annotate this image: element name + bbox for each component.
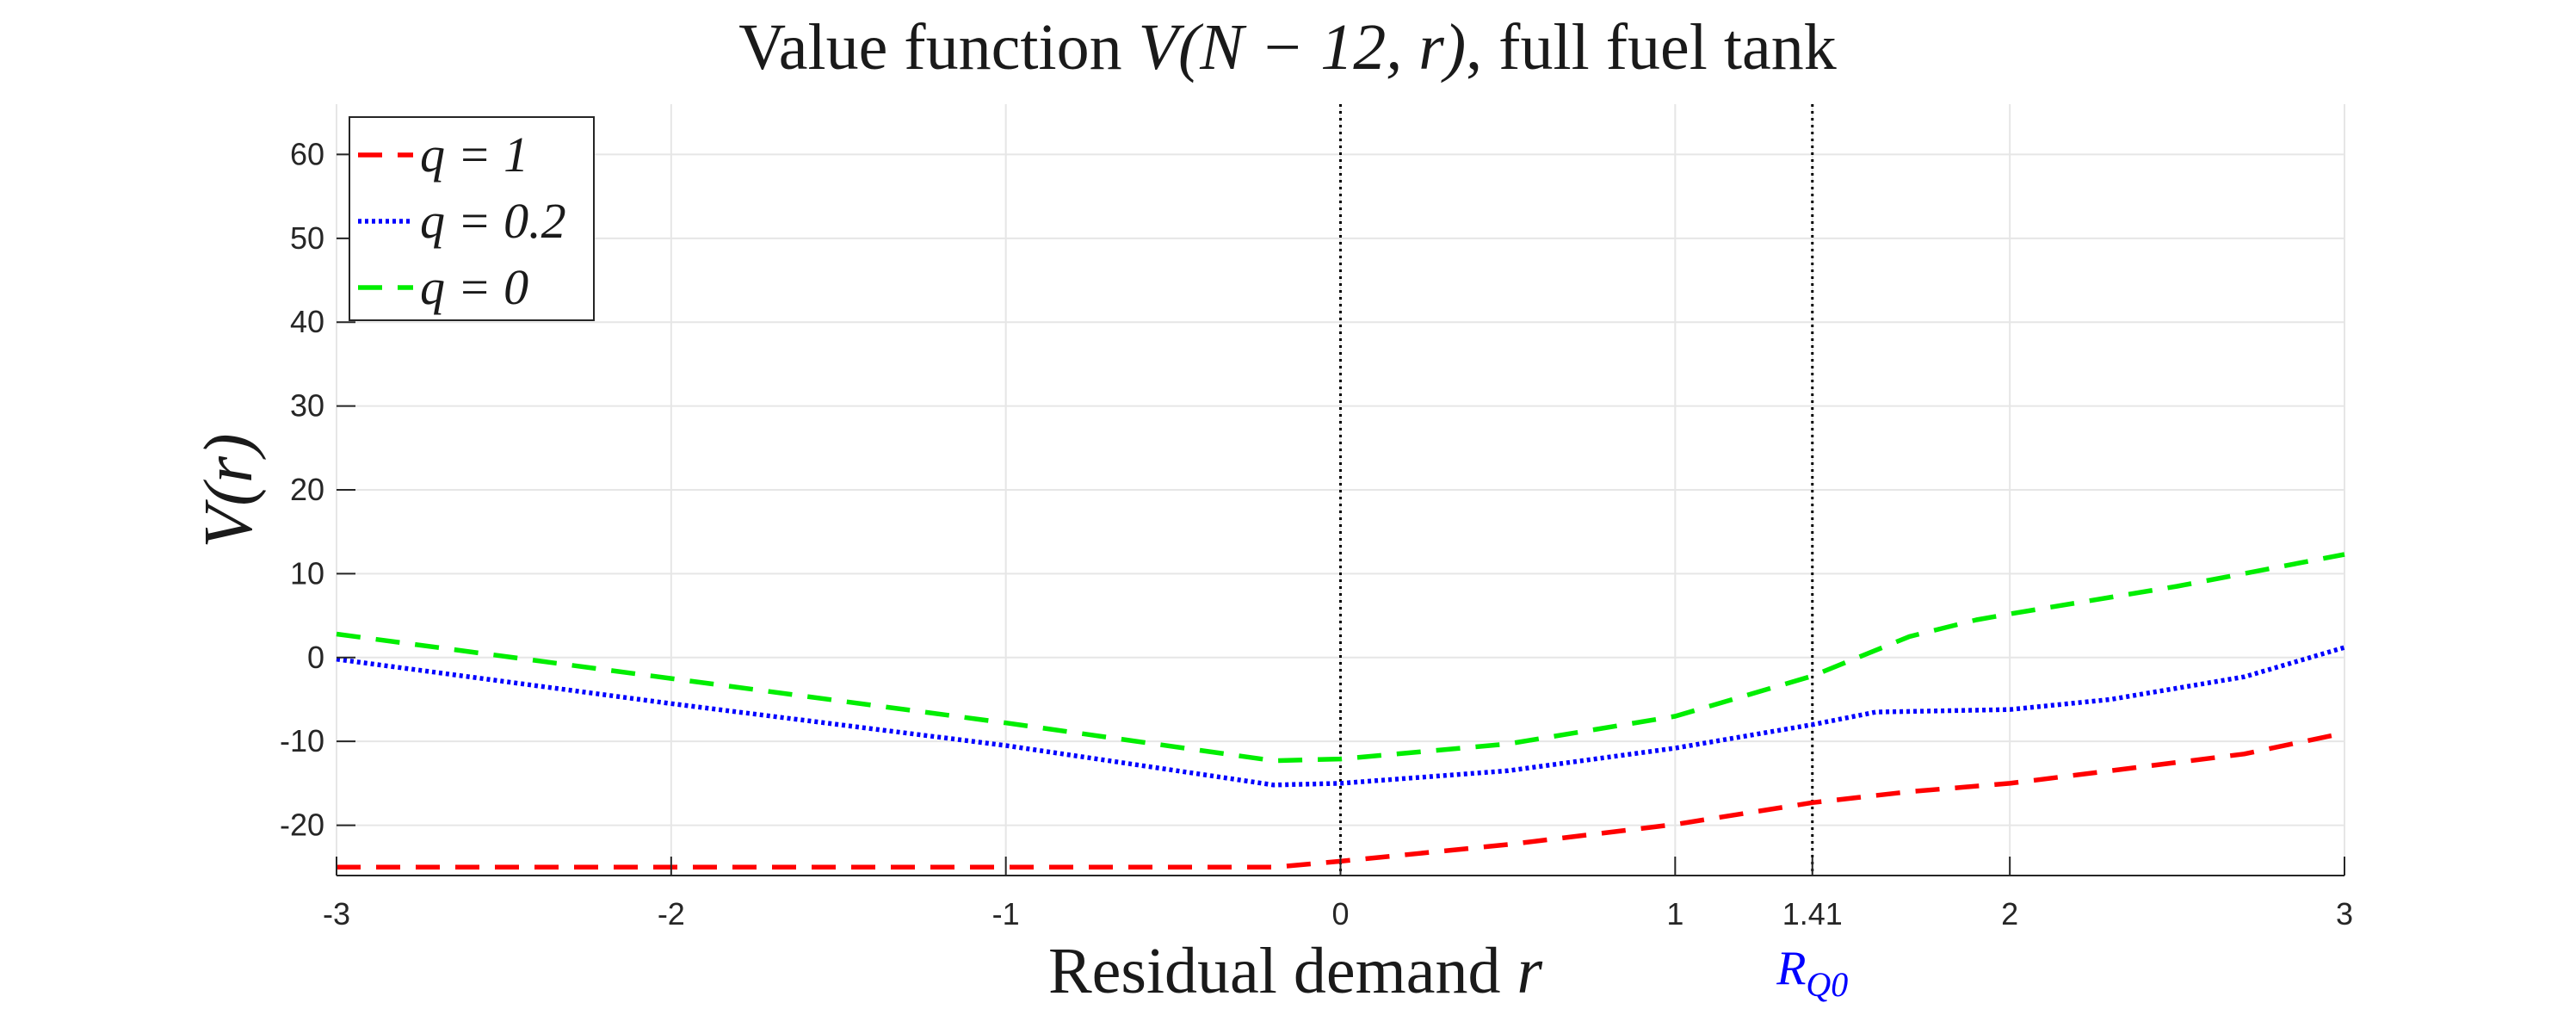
y-tick-labels: -20 -10 0 10 20 30 40 50 60	[280, 136, 324, 842]
y-tick-label: -20	[280, 808, 324, 843]
y-tick-label: 50	[290, 220, 324, 256]
y-tick-label: 30	[290, 388, 324, 424]
x-tick-marks	[336, 857, 2345, 876]
x-axis-label-var: r	[1517, 935, 1542, 1007]
series-line-3	[336, 552, 2345, 764]
r-q0-annotation-main: R	[1776, 942, 1806, 995]
legend: q = 1 q = 0.2 q = 0	[349, 116, 595, 321]
legend-label: q = 0	[420, 259, 528, 315]
x-tick-label: -3	[323, 896, 350, 931]
x-tick-labels: -3 -2 -1 0 1 1.41 2 3	[323, 896, 2353, 931]
legend-item-3: q = 0	[358, 259, 528, 315]
y-tick-label: -10	[280, 723, 324, 758]
r-q0-annotation-subscript: Q0	[1806, 965, 1848, 1004]
x-tick-label: 1	[1666, 896, 1683, 931]
chart-title-suffix: , full fuel tank	[1466, 11, 1837, 84]
x-axis-label: Residual demand r	[1048, 935, 1543, 1007]
chart-title: Value function V(N − 12, r), full fuel t…	[738, 11, 1836, 84]
series-layer	[336, 552, 2345, 870]
legend-label: q = 1	[420, 127, 528, 183]
y-axis-label: V(r)	[191, 433, 267, 548]
legend-item-2: q = 0.2	[358, 193, 566, 249]
chart-title-math: V(N − 12, r)	[1139, 11, 1467, 84]
x-tick-label: 1.41	[1782, 896, 1843, 931]
y-tick-label: 20	[290, 472, 324, 507]
legend-items: q = 1 q = 0.2 q = 0	[358, 127, 566, 315]
x-tick-label: -2	[658, 896, 685, 931]
y-tick-label: 10	[290, 555, 324, 591]
x-tick-label: -1	[992, 896, 1020, 931]
legend-item-1: q = 1	[358, 127, 528, 183]
chart-title-prefix: Value function	[738, 11, 1121, 84]
y-tick-label: 40	[290, 304, 324, 339]
r-q0-annotation: RQ0	[1776, 942, 1848, 1004]
x-tick-label: 0	[1331, 896, 1349, 931]
x-tick-label: 2	[2001, 896, 2018, 931]
series-line-2	[336, 645, 2345, 788]
legend-box	[349, 116, 595, 321]
y-tick-label: 0	[307, 640, 324, 675]
x-tick-label: 3	[2336, 896, 2353, 931]
vertical-marker-lines	[1339, 104, 1814, 876]
legend-label: q = 0.2	[420, 193, 566, 249]
y-tick-marks	[337, 153, 355, 826]
y-tick-label: 60	[290, 136, 324, 171]
x-axis-label-text: Residual demand	[1048, 935, 1501, 1007]
